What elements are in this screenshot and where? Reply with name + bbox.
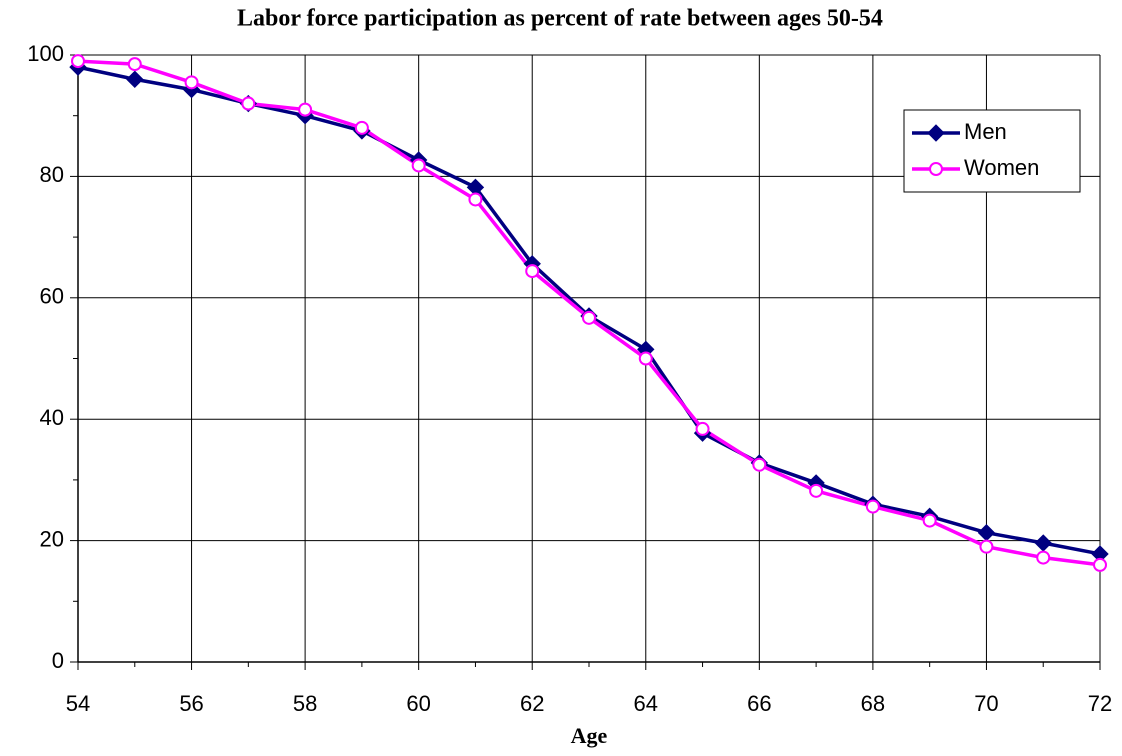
y-tick-label: 20 xyxy=(40,526,64,551)
x-tick-label: 60 xyxy=(406,691,430,716)
legend-label: Men xyxy=(964,119,1007,144)
legend-label: Women xyxy=(964,155,1039,180)
marker xyxy=(695,421,710,436)
x-tick-label: 62 xyxy=(520,691,544,716)
marker xyxy=(979,539,994,554)
marker xyxy=(1034,534,1052,552)
marker xyxy=(468,192,483,207)
y-tick-label: 0 xyxy=(52,648,64,673)
x-tick-label: 64 xyxy=(634,691,658,716)
y-tick-label: 60 xyxy=(40,284,64,309)
legend-box xyxy=(903,109,1081,193)
marker xyxy=(298,102,313,117)
x-tick-label: 70 xyxy=(974,691,998,716)
y-tick-label: 80 xyxy=(40,162,64,187)
marker xyxy=(865,499,880,514)
marker xyxy=(927,124,945,142)
legend: Men Women xyxy=(903,109,1081,193)
marker xyxy=(241,96,256,111)
marker xyxy=(71,54,85,69)
marker xyxy=(582,310,596,325)
x-tick-label: 66 xyxy=(747,691,771,716)
marker xyxy=(411,158,426,173)
marker xyxy=(1036,550,1051,565)
marker xyxy=(1093,557,1107,572)
x-tick-label: 72 xyxy=(1088,691,1112,716)
marker xyxy=(752,457,767,472)
marker xyxy=(638,351,653,366)
marker xyxy=(809,483,824,498)
marker xyxy=(127,57,142,72)
marker xyxy=(354,120,369,135)
x-tick-label: 68 xyxy=(861,691,885,716)
x-tick-label: 56 xyxy=(179,691,203,716)
y-tick-label: 40 xyxy=(40,405,64,430)
x-axis-label: Age xyxy=(571,723,608,748)
y-tick-label: 100 xyxy=(27,41,64,66)
x-tick-label: 58 xyxy=(293,691,317,716)
marker xyxy=(929,162,943,176)
chart-title: Labor force participation as percent of … xyxy=(237,6,883,32)
x-tick-label: 54 xyxy=(66,691,90,716)
marker xyxy=(184,75,199,90)
marker xyxy=(922,513,937,528)
marker xyxy=(126,70,144,88)
marker xyxy=(977,524,996,542)
marker xyxy=(525,264,540,279)
